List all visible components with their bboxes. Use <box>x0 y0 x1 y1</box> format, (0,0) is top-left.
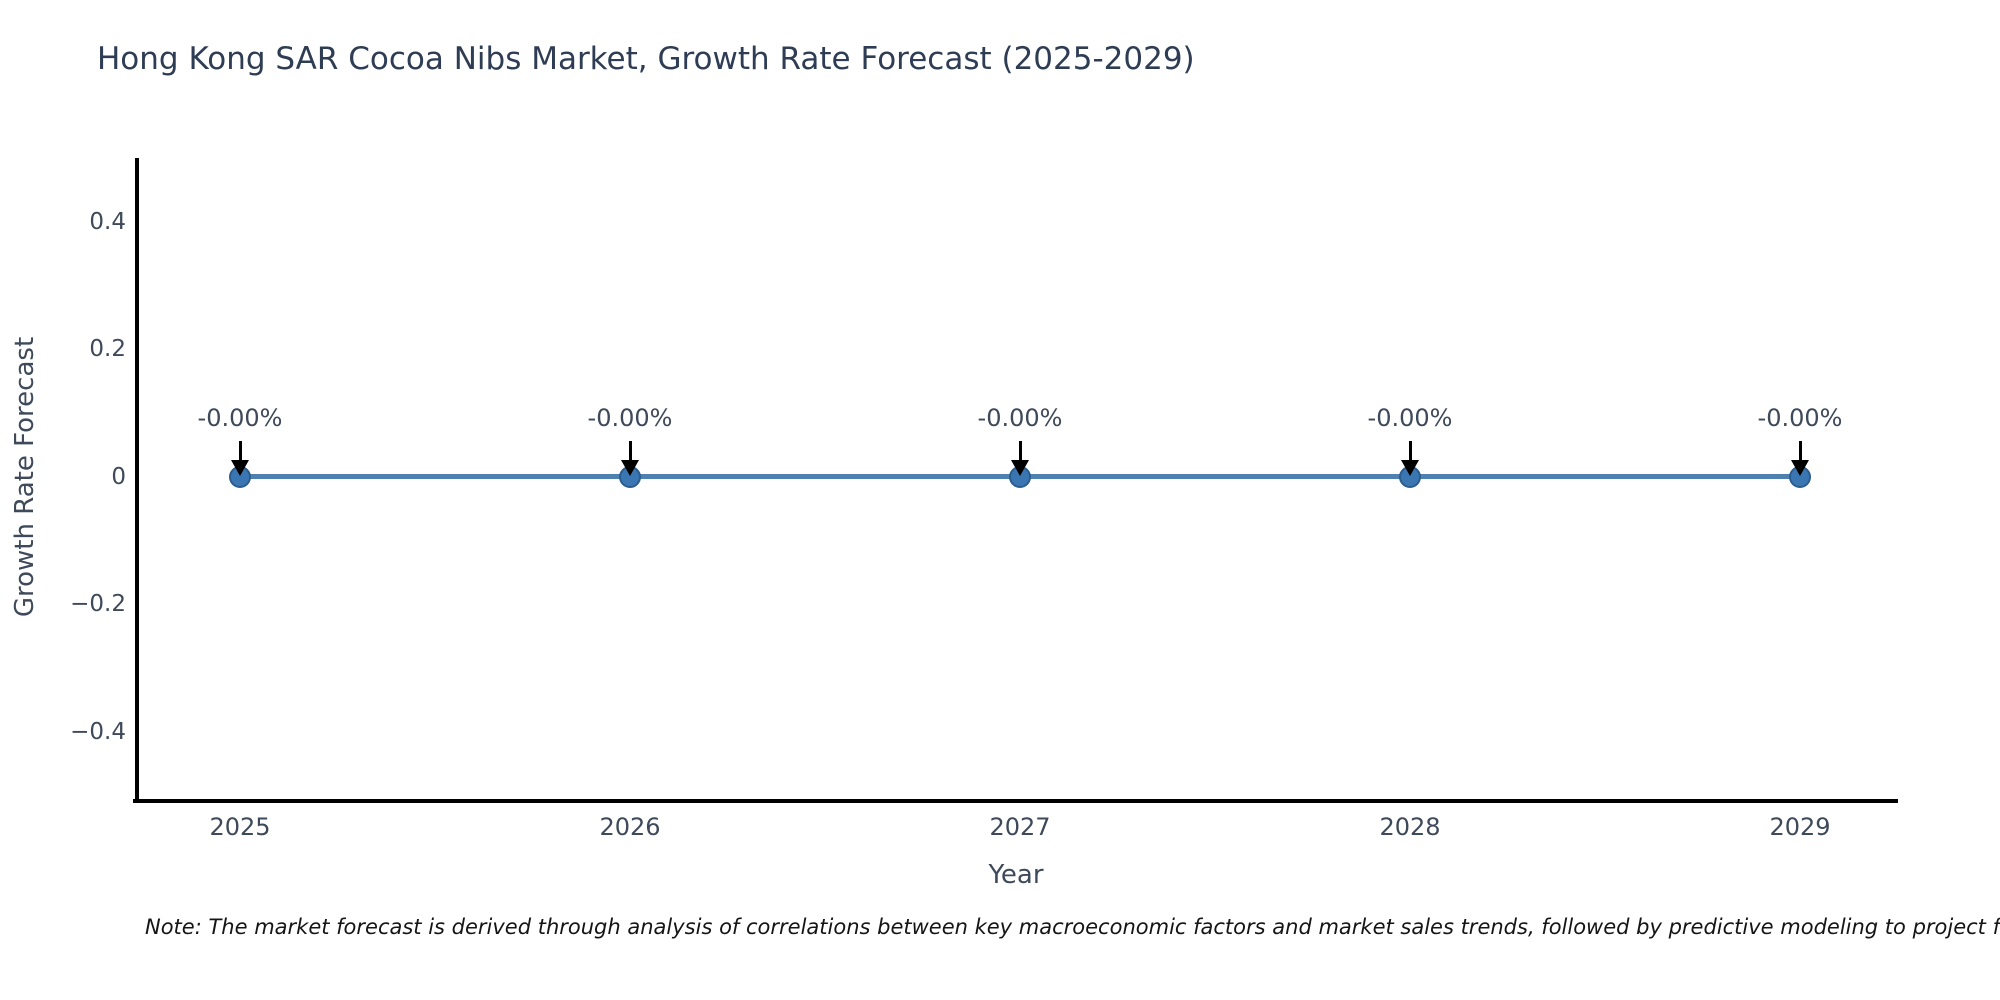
y-axis-spine <box>135 158 139 803</box>
annotation-label-2029: -0.00% <box>1757 404 1843 432</box>
x-tick-2029: 2029 <box>1769 813 1831 841</box>
x-axis-title: Year <box>988 860 1044 890</box>
y-tick--0.2: −0.2 <box>70 591 126 617</box>
annotation-arrowhead-2025 <box>231 460 249 476</box>
annotation-arrowhead-2026 <box>621 460 639 476</box>
annotation-arrow-2025 <box>239 441 242 462</box>
x-tick-2025: 2025 <box>209 813 271 841</box>
x-axis-spine <box>133 799 1898 803</box>
annotation-label-2027: -0.00% <box>977 404 1063 432</box>
annotation-arrow-2029 <box>1799 441 1802 462</box>
footnote: Note: The market forecast is derived thr… <box>145 915 2000 939</box>
y-axis-title: Growth Rate Forecast <box>10 336 40 618</box>
x-tick-2028: 2028 <box>1379 813 1441 841</box>
annotation-arrowhead-2029 <box>1791 460 1809 476</box>
annotation-label-2026: -0.00% <box>587 404 673 432</box>
x-tick-2026: 2026 <box>599 813 661 841</box>
annotation-label-2028: -0.00% <box>1367 404 1453 432</box>
y-tick--0.4: −0.4 <box>70 719 126 745</box>
annotation-arrowhead-2028 <box>1401 460 1419 476</box>
x-tick-2027: 2027 <box>989 813 1051 841</box>
annotation-arrowhead-2027 <box>1011 460 1029 476</box>
annotation-label-2025: -0.00% <box>197 404 283 432</box>
chart-title: Hong Kong SAR Cocoa Nibs Market, Growth … <box>97 41 1195 77</box>
y-tick-0: 0 <box>111 464 126 490</box>
y-tick-0.4: 0.4 <box>89 209 126 235</box>
y-tick-0.2: 0.2 <box>89 336 126 362</box>
annotation-arrow-2027 <box>1019 441 1022 462</box>
annotation-arrow-2026 <box>629 441 632 462</box>
annotation-arrow-2028 <box>1409 441 1412 462</box>
